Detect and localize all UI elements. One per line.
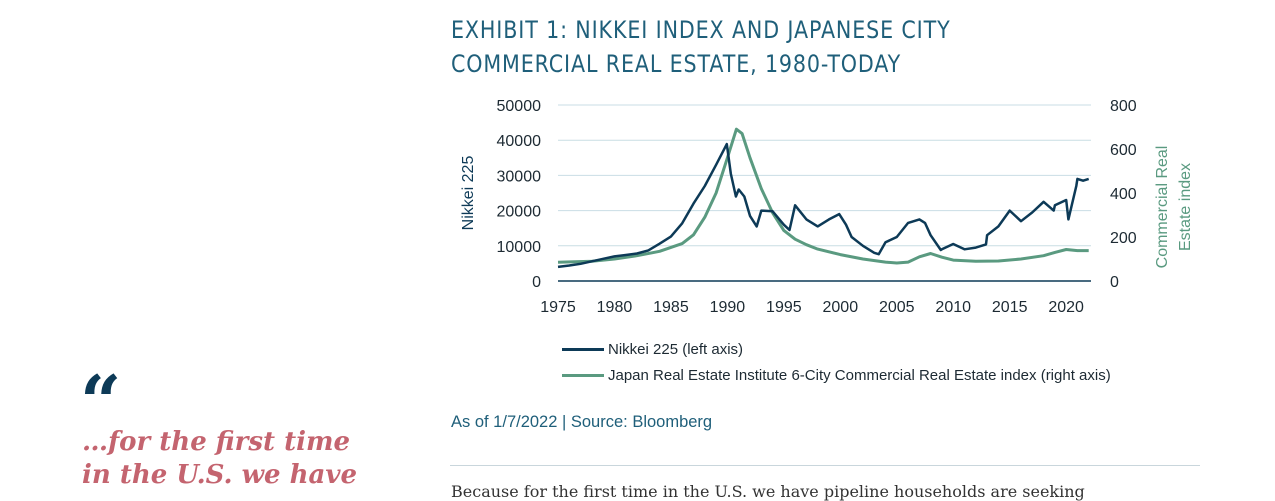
divider (450, 465, 1200, 466)
x-tick-label: 1990 (710, 299, 746, 316)
legend-label-real-estate: Japan Real Estate Institute 6-City Comme… (608, 366, 1111, 384)
y-axis-title-left: Nikkei 225 (460, 156, 477, 231)
x-tick-label: 2020 (1048, 299, 1084, 316)
exhibit-title-line: EXHIBIT 1: NIKKEI INDEX AND JAPANESE CIT… (451, 16, 951, 44)
legend-entry-nikkei: Nikkei 225 (left axis) (562, 336, 1111, 362)
x-tick-label: 2010 (935, 299, 971, 316)
exhibit-title-line: COMMERCIAL REAL ESTATE, 1980-TODAY (451, 50, 902, 78)
y-tick-label-right: 600 (1110, 142, 1137, 159)
line-chart: 0 10000 20000 30000 40000 50000 0 200 400 600 800 1… (460, 98, 1194, 316)
y-tick-label-right: 200 (1110, 230, 1137, 247)
chart-legend: Nikkei 225 (left axis) Japan Real Estate… (562, 336, 1111, 388)
y-axis-title-right: Commercial Real (1154, 146, 1171, 269)
y-tick-label-left: 30000 (497, 168, 542, 185)
legend-swatch-real-estate (562, 373, 604, 377)
y-tick-label-left: 20000 (497, 204, 542, 221)
x-tick-label: 2015 (992, 299, 1028, 316)
quote-mark: “ (80, 359, 122, 444)
y-tick-label-left: 0 (532, 274, 541, 291)
x-tick-label: 2005 (879, 299, 915, 316)
body-text-partial: Because for the first time in the U.S. w… (451, 482, 1085, 501)
y-tick-label-left: 50000 (497, 98, 542, 115)
source-note: As of 1/7/2022 | Source: Bloomberg (451, 413, 713, 431)
y-tick-label-right: 0 (1110, 274, 1119, 291)
y-axis-title-right: Estate index (1177, 163, 1194, 251)
y-tick-label-left: 10000 (497, 239, 542, 256)
x-tick-label: 1985 (653, 299, 689, 316)
pull-quote-line: in the U.S. we have (82, 460, 358, 490)
x-tick-label: 1980 (597, 299, 633, 316)
x-tick-label: 1995 (766, 299, 802, 316)
series-line-real-estate (557, 127, 1089, 265)
y-tick-label-right: 400 (1110, 186, 1137, 203)
pull-quote-line: …for the first time (82, 427, 351, 457)
exhibit-title: EXHIBIT 1: NIKKEI INDEX AND JAPANESE CIT… (451, 13, 1070, 81)
x-tick-label: 1975 (540, 299, 576, 316)
series-line-nikkei (557, 142, 1090, 269)
legend-label-nikkei: Nikkei 225 (left axis) (608, 340, 744, 358)
y-tick-label-right: 800 (1110, 98, 1137, 115)
x-tick-label: 2000 (823, 299, 859, 316)
pull-quote: …for the first time in the U.S. we have (82, 426, 357, 492)
legend-swatch-nikkei (562, 347, 604, 351)
legend-entry-real-estate: Japan Real Estate Institute 6-City Comme… (562, 362, 1111, 388)
y-tick-label-left: 40000 (497, 133, 542, 150)
